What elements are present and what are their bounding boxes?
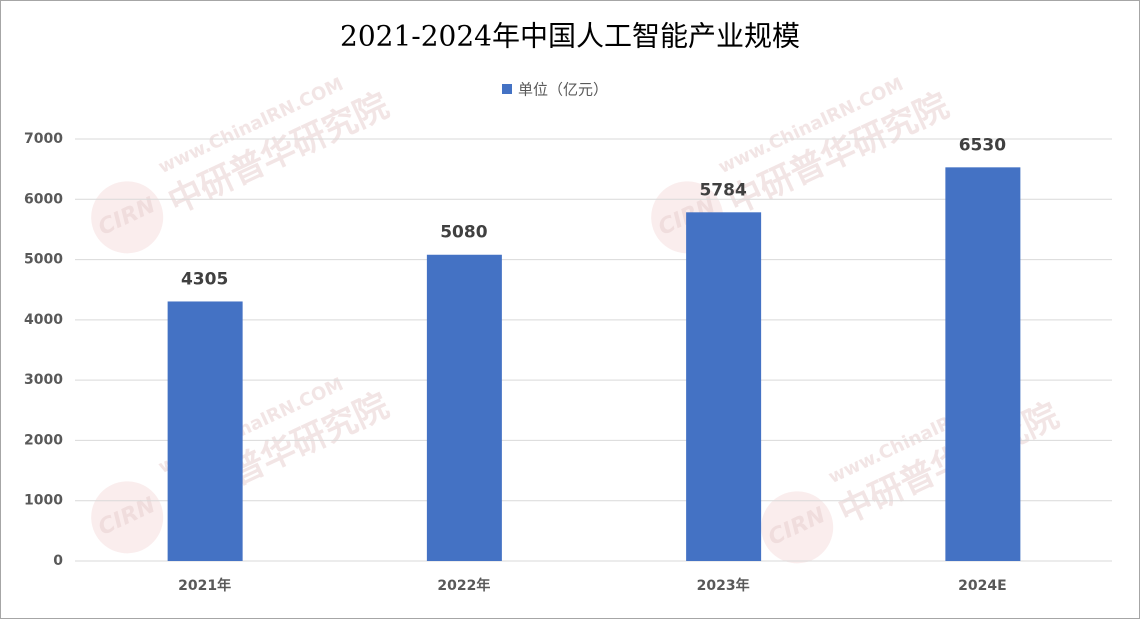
data-label: 4305 bbox=[181, 269, 228, 289]
data-label: 5784 bbox=[699, 180, 746, 200]
x-tick-label: 2021年 bbox=[178, 577, 231, 594]
watermark-logo-circle bbox=[91, 481, 164, 554]
y-tick-label: 1000 bbox=[24, 493, 63, 509]
y-tick-label: 4000 bbox=[24, 312, 63, 328]
watermark-logo-circle bbox=[761, 491, 834, 564]
y-tick-label: 3000 bbox=[24, 372, 63, 388]
y-tick-label: 5000 bbox=[24, 252, 63, 268]
y-tick-label: 0 bbox=[53, 553, 63, 569]
data-label: 6530 bbox=[959, 135, 1006, 155]
bar bbox=[426, 254, 502, 561]
data-label: 5080 bbox=[440, 223, 487, 243]
x-tick-label: 2023年 bbox=[697, 577, 750, 594]
chart-title: 2021-2024年中国人工智能产业规模 bbox=[340, 20, 800, 53]
bar bbox=[167, 301, 243, 561]
bar bbox=[686, 212, 762, 561]
y-tick-label: 6000 bbox=[24, 191, 63, 207]
bar bbox=[945, 167, 1021, 561]
x-tick-label: 2022年 bbox=[437, 577, 490, 594]
legend-label: 单位（亿元） bbox=[518, 81, 608, 99]
x-tick-label: 2024E bbox=[958, 578, 1007, 594]
legend-swatch bbox=[502, 84, 512, 94]
y-tick-label: 7000 bbox=[24, 131, 63, 147]
y-tick-label: 2000 bbox=[24, 432, 63, 448]
